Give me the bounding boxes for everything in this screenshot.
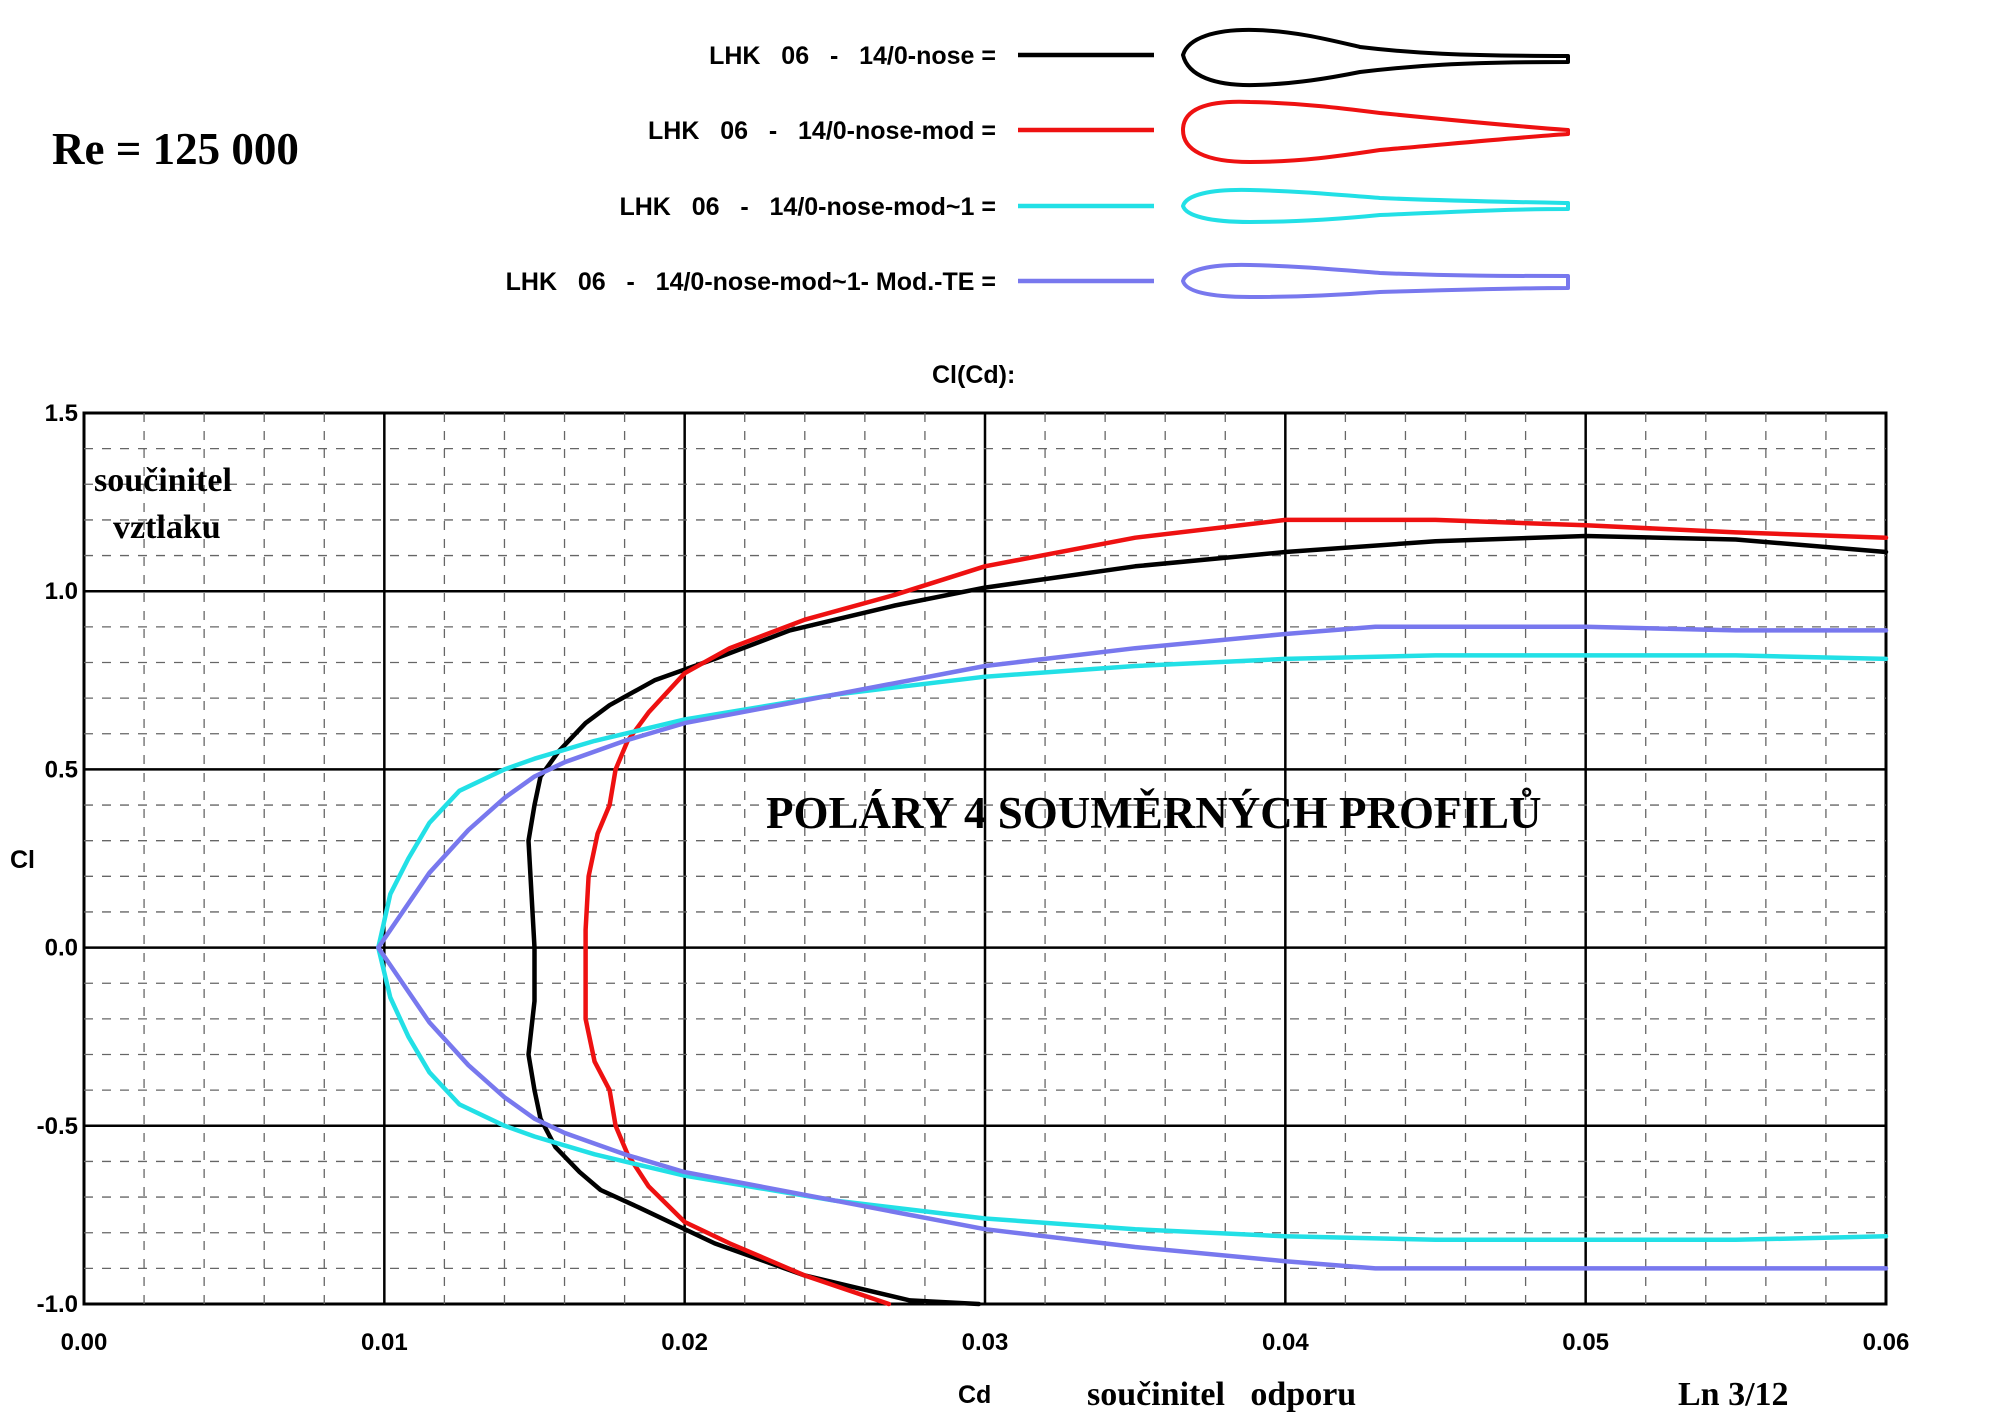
x-tick-label: 0.02 <box>661 1329 708 1356</box>
plot-area <box>82 411 1889 1307</box>
reynolds-label: Re = 125 000 <box>52 124 299 174</box>
series-line-1 <box>526 533 1889 1307</box>
x-axis-label: Cd <box>958 1381 991 1409</box>
series-group <box>376 517 1889 1307</box>
y-tick-label: 0.5 <box>45 756 78 783</box>
x-caption: součinitel odporu <box>1087 1376 1356 1412</box>
page-ref: Ln 3/12 <box>1678 1376 1789 1412</box>
y-caption-line-1: součinitel <box>94 462 232 499</box>
legend-airfoil-profile-2 <box>1181 99 1570 164</box>
legend-airfoil-profile-3 <box>1181 187 1570 224</box>
legend-airfoil-profile-1 <box>1181 27 1570 88</box>
y-tick-label: 1.5 <box>45 400 78 427</box>
legend-airfoil-profile-4 <box>1181 262 1570 299</box>
x-tick-label: 0.05 <box>1562 1329 1609 1356</box>
y-caption-line-2: vztlaku <box>113 509 221 546</box>
x-tick-label: 0.04 <box>1262 1329 1309 1356</box>
y-tick-label: 0.0 <box>45 935 78 962</box>
legend-label-1: LHK 06 - 14/0-nose = <box>709 42 996 70</box>
y-tick-label: 1.0 <box>45 578 78 605</box>
legend-label-3: LHK 06 - 14/0-nose-mod~1 = <box>619 193 996 221</box>
series-line-4 <box>376 624 1889 1271</box>
legend-label-4: LHK 06 - 14/0-nose-mod~1- Mod.-TE = <box>506 268 996 296</box>
x-tick-labels: 0.00 0.01 0.02 0.03 0.04 0.05 0.06 <box>61 1329 1910 1356</box>
y-tick-labels: 1.5 1.0 0.5 0.0 -0.5 -1.0 <box>37 400 78 1318</box>
x-tick-label: 0.06 <box>1863 1329 1910 1356</box>
x-tick-label: 0.00 <box>61 1329 108 1356</box>
x-tick-label: 0.01 <box>361 1329 408 1356</box>
y-tick-label: -1.0 <box>37 1291 78 1318</box>
legend: LHK 06 - 14/0-nose = LHK 06 - 14/0-nose-m… <box>506 27 1570 299</box>
legend-label-2: LHK 06 - 14/0-nose-mod = <box>648 117 996 145</box>
overlay-title: POLÁRY 4 SOUMĚRNÝCH PROFILŮ <box>766 788 1542 838</box>
x-tick-label: 0.03 <box>962 1329 1009 1356</box>
chart-title: Cl(Cd): <box>932 361 1015 389</box>
y-tick-label: -0.5 <box>37 1113 78 1140</box>
y-axis-label: Cl <box>10 846 35 874</box>
